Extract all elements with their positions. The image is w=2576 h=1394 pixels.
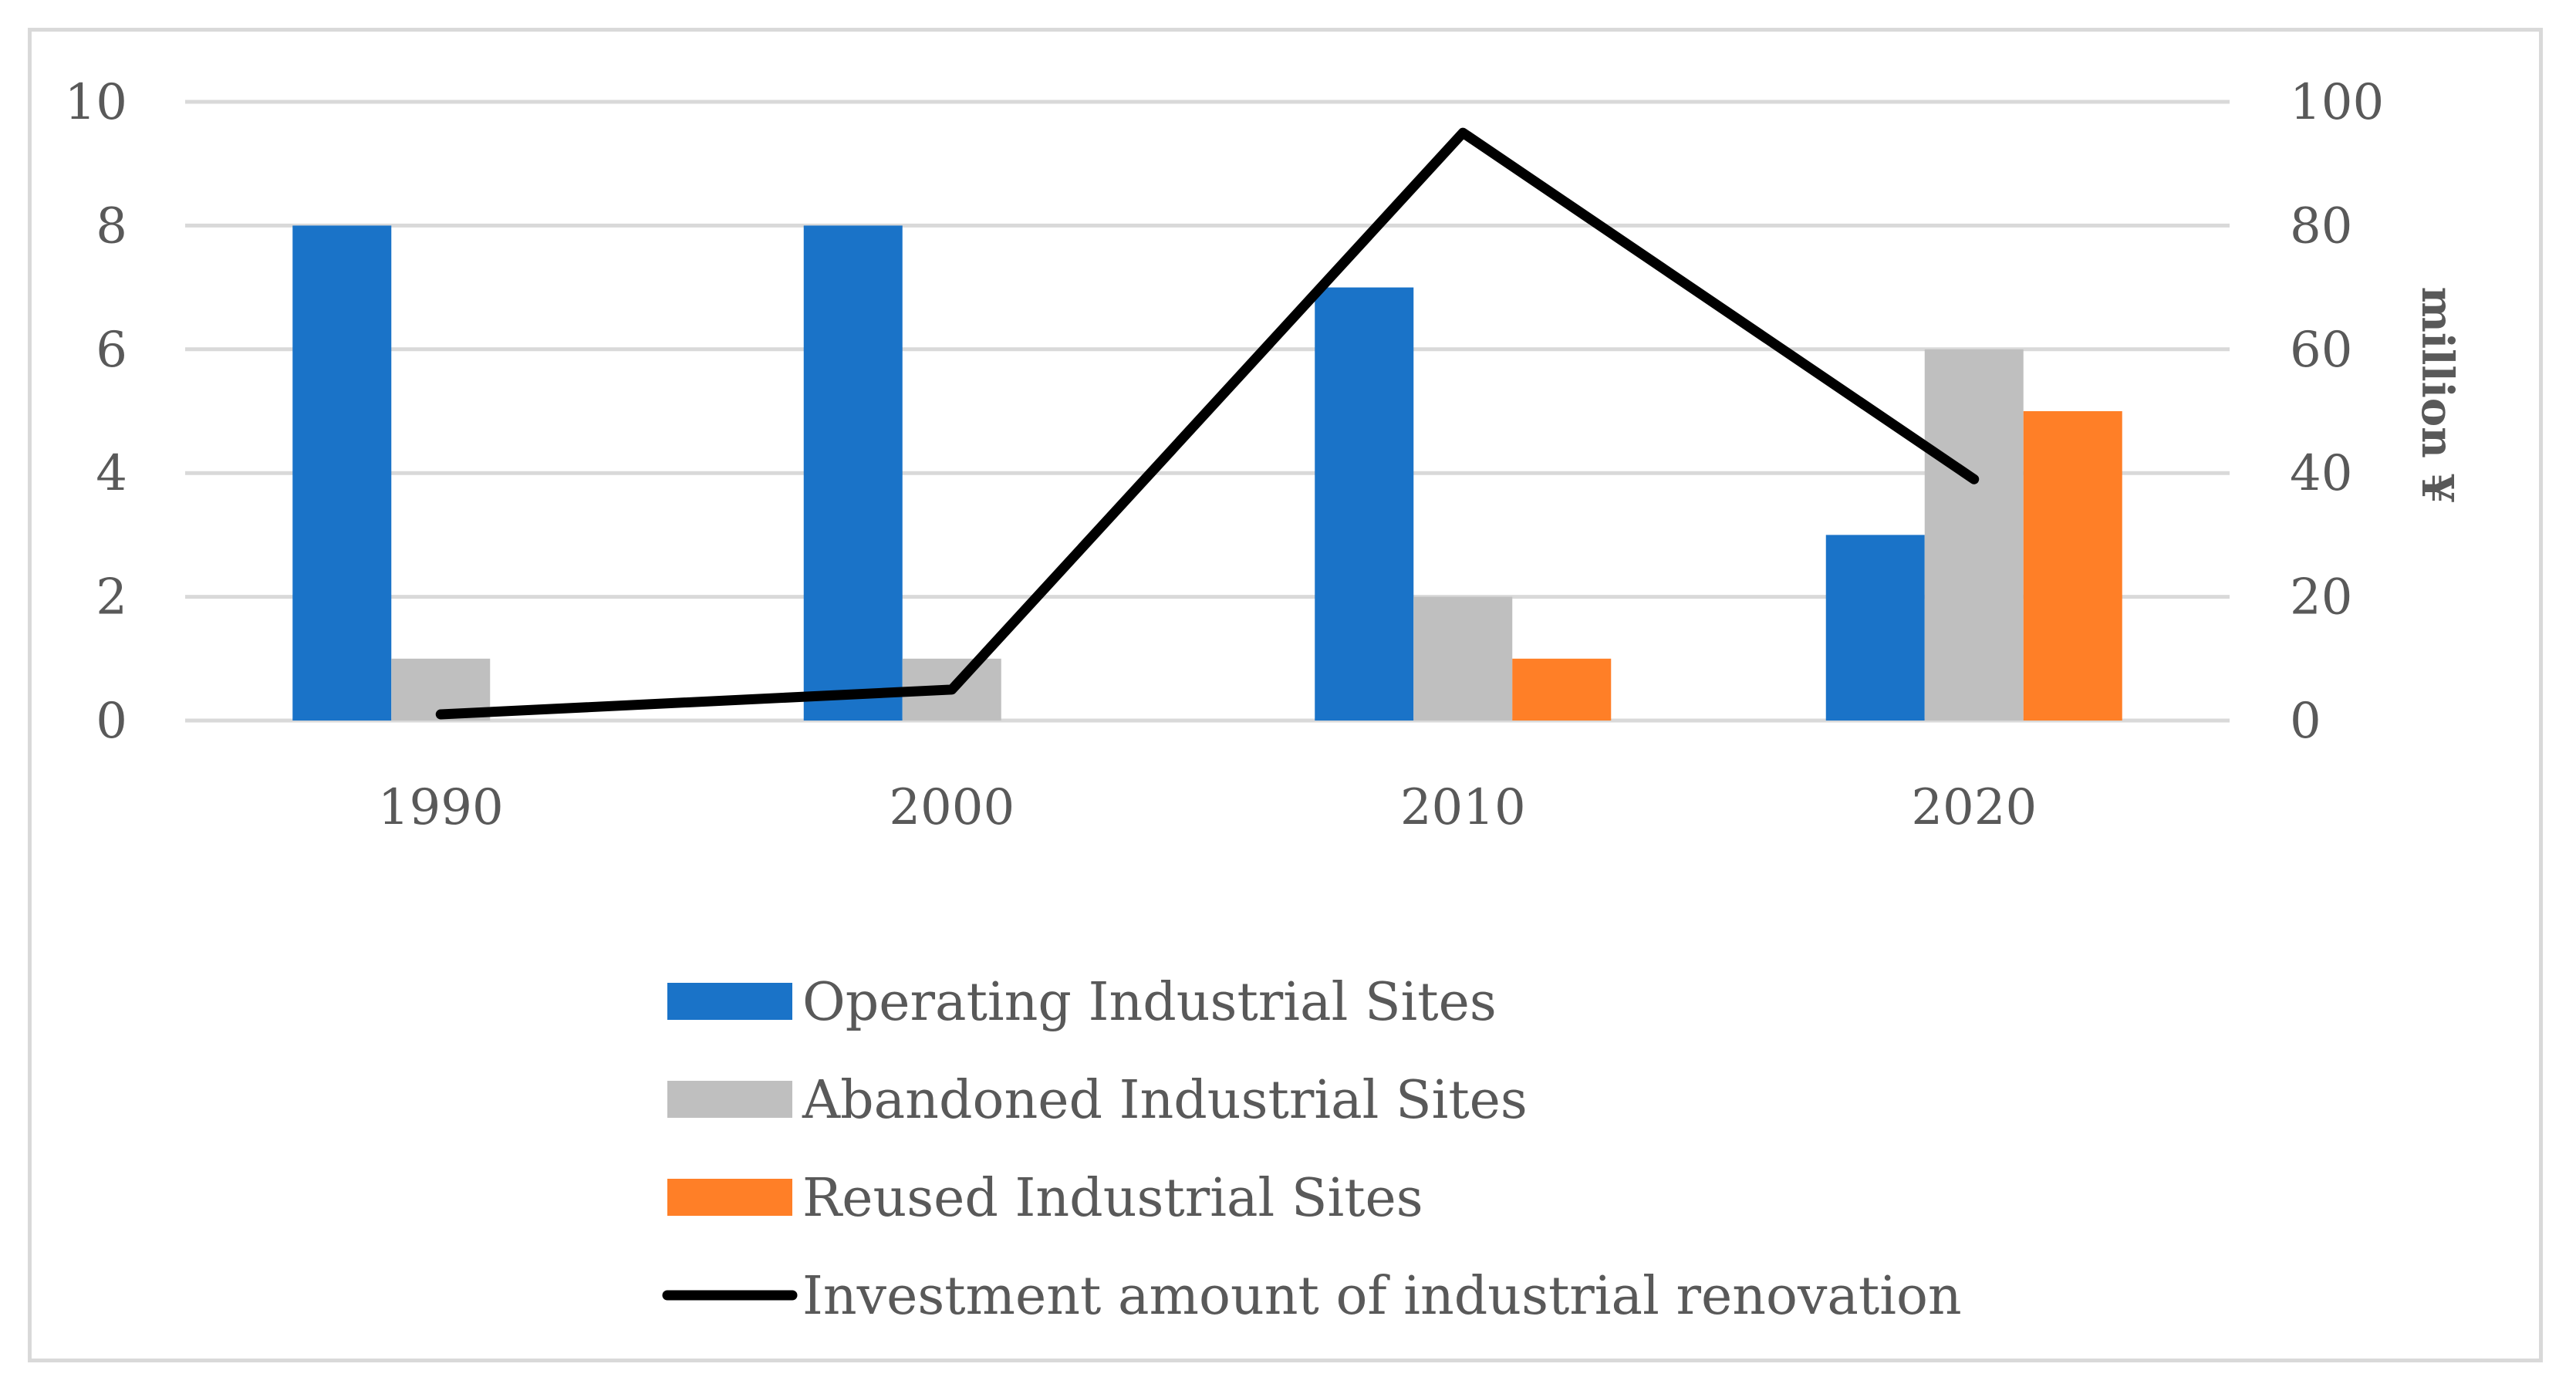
right-axis-tick-label: 60: [2290, 322, 2352, 379]
bar-operating-industrial-sites-2000: [803, 225, 903, 721]
right-axis-tick-label: 0: [2290, 693, 2321, 750]
left-axis-tick-label: 10: [65, 74, 127, 131]
left-axis-tick-label: 8: [96, 197, 127, 255]
x-axis-tick-label: 2010: [1400, 779, 1526, 836]
x-axis-tick-label: 1990: [378, 779, 504, 836]
right-axis-tick-label: 80: [2290, 197, 2352, 255]
legend-swatch: [667, 983, 792, 1020]
legend-label: Abandoned Industrial Sites: [802, 1070, 1528, 1131]
right-axis-tick-label: 100: [2290, 74, 2384, 131]
right-axis-tick-label: 20: [2290, 569, 2352, 626]
bar-abandoned-industrial-sites-2010: [1413, 596, 1513, 721]
bar-reused-industrial-sites-2020: [2023, 411, 2122, 721]
x-axis-tick-label: 2020: [1911, 779, 2037, 836]
line-investment-amount: [435, 127, 1980, 720]
left-axis-tick-label: 2: [96, 569, 127, 626]
bar-operating-industrial-sites-1990: [292, 225, 392, 721]
legend-swatch: [667, 1179, 792, 1216]
bar-operating-industrial-sites-2010: [1315, 287, 1414, 721]
bar-operating-industrial-sites-2020: [1825, 535, 1925, 721]
left-axis-tick-label: 4: [96, 445, 127, 502]
x-axis-tick-label: 2000: [889, 779, 1015, 836]
legend-label: Reused Industrial Sites: [802, 1168, 1423, 1229]
legend-label: Investment amount of industrial renovati…: [802, 1266, 1962, 1327]
left-axis-tick-label: 0: [96, 693, 127, 750]
bar-reused-industrial-sites-2010: [1512, 658, 1612, 721]
right-axis-label: million ¥: [2412, 287, 2463, 504]
bar-abandoned-industrial-sites-2020: [1924, 349, 2024, 721]
left-axis-tick-label: 6: [96, 322, 127, 379]
right-axis-tick-label: 40: [2290, 445, 2352, 502]
legend-swatch: [667, 1081, 792, 1118]
legend-label: Operating Industrial Sites: [802, 972, 1497, 1033]
